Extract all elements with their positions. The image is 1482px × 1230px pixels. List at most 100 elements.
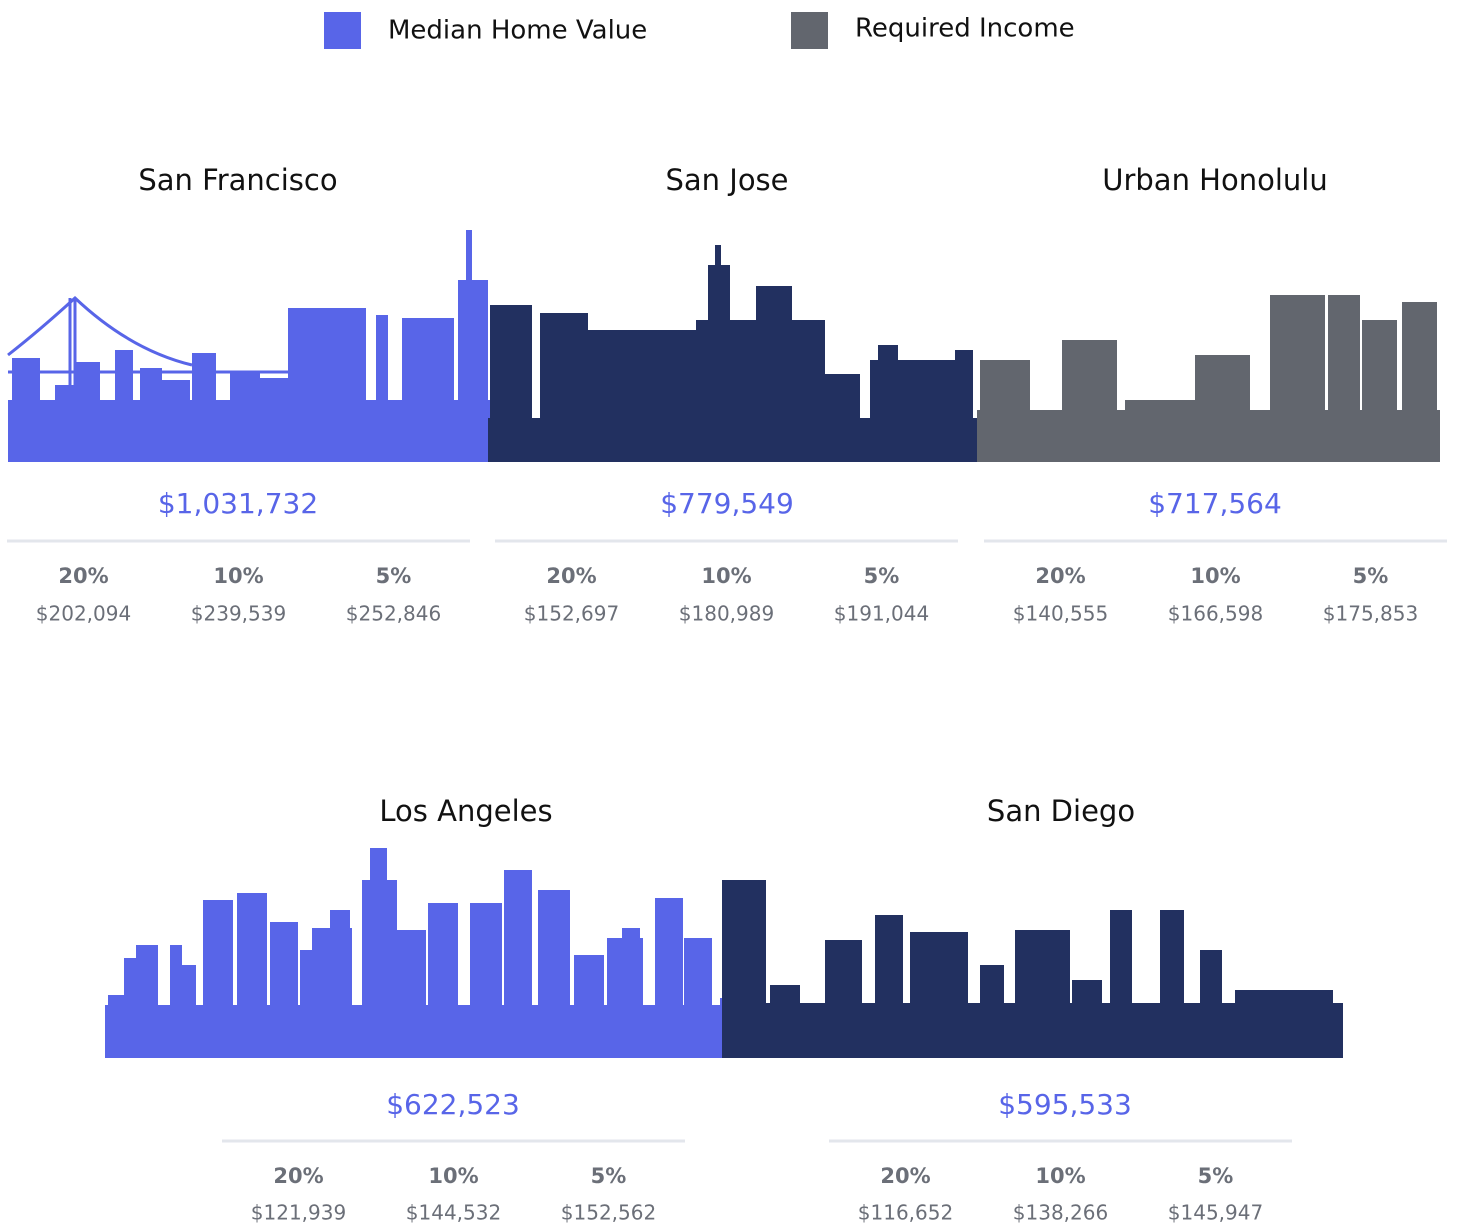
skyline-building [1328,295,1360,462]
required-income: $145,947 [1168,1201,1263,1225]
down-payment: 10% [1190,564,1240,588]
legend-swatch [324,12,361,49]
down-payment: 10% [428,1164,478,1188]
required-income: $191,044 [834,602,929,626]
down-payment: 20% [273,1164,323,1188]
skyline-building [370,848,387,1058]
skyline-building [288,308,366,462]
skyline-building [1125,400,1195,462]
required-income: $180,989 [679,602,774,626]
infographic: Median Home Value Required Income San Fr… [0,0,1482,1226]
skyline-building [825,940,862,1058]
down-payment: 5% [376,564,412,588]
skyline-building [722,880,766,1058]
skyline-building [330,910,350,1058]
down-payment: 20% [546,564,596,588]
skyline-building [586,330,696,462]
skyline-building [396,930,426,1058]
skyline-building [124,958,138,1058]
down-payment: 10% [701,564,751,588]
skyline-building [538,890,570,1058]
required-income: $121,939 [251,1201,346,1225]
skyline-building [466,230,472,462]
skyline-building [1270,295,1325,462]
legend-label: Median Home Value [388,16,647,46]
required-income: $166,598 [1168,602,1263,626]
skyline-building [684,938,712,1058]
skyline-building [1402,302,1437,462]
down-payment: 20% [1035,564,1085,588]
city-name: Urban Honolulu [1102,163,1327,197]
down-payment: 10% [1035,1164,1085,1188]
down-payment: 5% [864,564,900,588]
skyline-building [574,955,604,1058]
down-payment: 5% [1198,1164,1234,1188]
down-payment: 5% [591,1164,627,1188]
skyline-building [428,903,458,1058]
median-home-value: $1,031,732 [158,487,318,520]
skyline-building [655,898,683,1058]
skyline-building [108,995,126,1058]
skyline-building [140,368,162,462]
skyline-building [230,372,260,462]
down-payment: 20% [58,564,108,588]
skyline-building [136,945,158,1058]
skyline-building [12,358,40,462]
skyline-building [540,313,588,462]
required-income: $152,697 [524,602,619,626]
city-name: San Jose [665,163,788,197]
skyline-building [1335,1018,1343,1058]
skyline-building [192,353,216,462]
skyline-building [910,932,968,1058]
skyline-building [756,286,792,462]
required-income: $140,555 [1013,602,1108,626]
skyline-building [160,380,190,462]
city-name: San Diego [987,794,1135,828]
median-home-value: $779,549 [660,487,794,520]
skyline-building [770,985,800,1058]
skyline-building [1235,990,1333,1058]
required-income: $175,853 [1323,602,1418,626]
skyline-building [470,903,502,1058]
skyline-building [715,245,721,462]
city-name: San Francisco [138,163,337,197]
skyline-building [1362,320,1397,462]
skyline-building [980,965,1004,1058]
legend-swatch [791,12,828,49]
skyline-building [1072,980,1102,1058]
skyline-building [115,350,133,462]
skyline-building [955,350,973,462]
skyline-building [1195,355,1250,462]
skyline-building [875,915,903,1058]
skyline-building [1110,910,1132,1058]
required-income: $202,094 [36,602,131,626]
skyline-building [376,315,388,462]
skyline-building [180,965,196,1058]
required-income: $144,532 [406,1201,501,1225]
skyline-building [1200,950,1222,1058]
skyline-building [504,870,532,1058]
skyline-building [980,360,1030,462]
required-income: $252,846 [346,602,441,626]
skyline-building [622,928,640,1058]
skyline-building [1062,340,1117,462]
median-home-value: $717,564 [1148,487,1282,520]
down-payment: 5% [1353,564,1389,588]
legend-label: Required Income [855,14,1075,44]
skyline-building [260,378,288,462]
skyline-building [458,280,488,462]
required-income: $152,562 [561,1201,656,1225]
city-name: Los Angeles [379,794,552,828]
skyline-building [203,900,233,1058]
skyline-building [878,345,898,462]
skyline-building [790,320,825,462]
down-payment: 20% [880,1164,930,1188]
skyline-building [490,305,532,462]
skyline-building [300,950,312,1058]
skyline-building [402,318,454,462]
skyline-building [1160,910,1184,1058]
skyline-building [237,893,267,1058]
skyline-building [825,374,860,462]
skyline-building [1015,930,1070,1058]
median-home-value: $622,523 [386,1088,520,1121]
